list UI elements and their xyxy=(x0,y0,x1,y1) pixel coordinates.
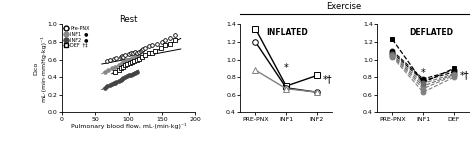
Point xyxy=(129,51,137,54)
Point xyxy=(138,49,146,51)
Text: DEFLATED: DEFLATED xyxy=(409,28,453,37)
Point xyxy=(117,56,124,58)
Point xyxy=(101,87,109,89)
Point xyxy=(145,52,153,55)
Point xyxy=(117,63,124,65)
Point xyxy=(103,60,111,63)
Point xyxy=(101,71,109,73)
Point xyxy=(117,67,124,70)
Point xyxy=(131,50,139,53)
Point xyxy=(108,67,116,70)
Point xyxy=(121,54,129,56)
Point xyxy=(162,44,169,47)
Point xyxy=(158,41,166,43)
Point xyxy=(153,43,160,45)
Point xyxy=(139,48,147,50)
Text: *: * xyxy=(421,68,426,78)
Text: *†: *† xyxy=(323,74,333,84)
Point xyxy=(121,76,129,78)
X-axis label: Pulmonary blood flow, mL·(min·kg)⁻¹: Pulmonary blood flow, mL·(min·kg)⁻¹ xyxy=(71,123,186,129)
Point xyxy=(115,79,122,82)
Point xyxy=(125,58,132,61)
Point xyxy=(172,39,179,41)
Point xyxy=(166,43,174,45)
Point xyxy=(128,61,136,63)
Point xyxy=(130,60,137,63)
Text: *: * xyxy=(284,63,289,73)
Point xyxy=(118,78,126,80)
Point xyxy=(105,69,112,71)
Point xyxy=(117,79,124,81)
Text: *†: *† xyxy=(460,71,469,80)
Point xyxy=(152,50,159,52)
Point xyxy=(148,51,156,54)
Point xyxy=(110,57,118,60)
Point xyxy=(133,58,140,61)
Point xyxy=(131,72,139,74)
Point xyxy=(162,39,169,41)
Point xyxy=(121,64,129,66)
Point xyxy=(127,73,134,76)
Point xyxy=(135,50,142,53)
Point xyxy=(166,36,174,39)
Point xyxy=(135,57,142,60)
Y-axis label: Dₗco
mL·(min·mmHg·kg)⁻¹: Dₗco mL·(min·mmHg·kg)⁻¹ xyxy=(34,35,46,102)
Point xyxy=(115,69,122,71)
Point xyxy=(129,73,137,75)
Point xyxy=(103,85,111,87)
Point xyxy=(148,44,156,47)
Point xyxy=(141,54,149,56)
Point xyxy=(113,80,120,83)
Point xyxy=(118,55,126,57)
Point xyxy=(138,56,146,58)
Point xyxy=(141,47,149,49)
Point xyxy=(106,58,114,61)
Point xyxy=(172,34,179,36)
Point xyxy=(123,59,131,62)
Point xyxy=(121,60,129,63)
Point xyxy=(125,53,132,55)
Point xyxy=(119,56,127,58)
Point xyxy=(106,84,114,86)
Point xyxy=(145,45,153,48)
Point xyxy=(125,74,132,77)
Point xyxy=(111,81,119,84)
Point xyxy=(157,47,164,49)
Point xyxy=(126,62,134,64)
Text: INFLATED: INFLATED xyxy=(266,28,308,37)
Point xyxy=(128,57,136,59)
Point xyxy=(119,61,127,63)
Point xyxy=(111,65,119,68)
Point xyxy=(115,64,122,66)
Text: Exercise: Exercise xyxy=(326,2,361,11)
Legend: Pre-PNX, INF1  ●, INF2  ●, DEF  †‡: Pre-PNX, INF1 ●, INF2 ●, DEF †‡ xyxy=(63,25,91,48)
Point xyxy=(133,55,140,57)
Point xyxy=(128,52,135,55)
Point xyxy=(113,57,120,59)
Point xyxy=(135,54,142,56)
Point xyxy=(110,82,118,85)
Point xyxy=(123,75,131,78)
Point xyxy=(131,56,139,58)
Point xyxy=(111,71,119,73)
Point xyxy=(133,51,140,54)
Point xyxy=(133,71,140,73)
Title: Rest: Rest xyxy=(119,15,138,24)
Point xyxy=(119,77,127,79)
Point xyxy=(123,63,131,65)
Point xyxy=(108,83,116,85)
Point xyxy=(137,50,145,52)
Point xyxy=(119,65,127,68)
